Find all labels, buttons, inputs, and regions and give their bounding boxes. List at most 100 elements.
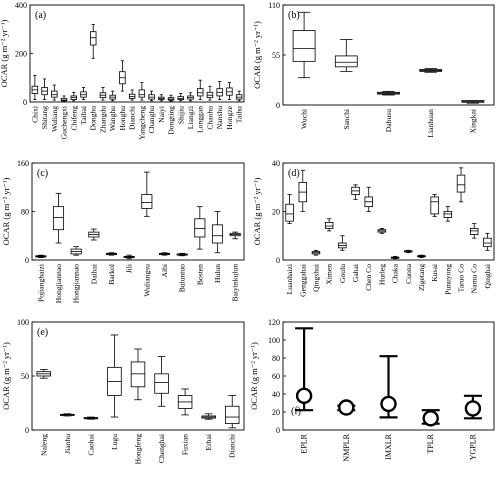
box-14	[469, 223, 479, 239]
box-body	[456, 174, 466, 193]
box-5	[154, 356, 169, 407]
box-6	[364, 186, 373, 212]
category-label: Taruo Co	[457, 264, 466, 293]
y-axis-label: OCAR (g m⁻² yr⁻¹)	[1, 178, 11, 246]
y-axis-label: OCAR (g m⁻² yr⁻¹)	[1, 342, 11, 410]
category-label: Caohai	[86, 434, 95, 456]
box-1	[60, 413, 75, 417]
box-8	[390, 255, 400, 260]
y-tick-label: 55	[272, 51, 280, 60]
category-label: Qingshui	[311, 264, 320, 292]
box-3	[107, 334, 122, 418]
box-body	[90, 31, 97, 46]
category-label: Dianchi	[128, 106, 137, 130]
category-label: Yangcheng	[137, 106, 146, 140]
panel-label: (c)	[37, 168, 48, 179]
category-label: Taibai	[79, 106, 88, 125]
y-tick-label: 100	[17, 318, 29, 327]
category-label: Fuxian	[181, 434, 190, 455]
category-label: EPLR	[300, 433, 309, 453]
panel-d: (d) 0 20 40 OCAR (g m⁻² yr⁻¹) Luanhaizi Gengga…	[252, 159, 495, 297]
panel-f: (f) 0 20 40 60 80 100 120 OCAR (g m⁻² yr⁻¹) EPLR N…	[249, 318, 495, 462]
category-label: Namu Co	[470, 264, 479, 294]
box-2	[83, 416, 99, 420]
category-label: Honghu	[118, 106, 127, 131]
category-label: Lugu	[110, 434, 119, 450]
box-7	[99, 87, 107, 101]
box-body	[443, 211, 453, 218]
box-1	[52, 192, 65, 244]
y-tick-label: 40	[272, 159, 280, 168]
category-label: Chaka	[391, 263, 400, 283]
category-label: Wanghu	[108, 106, 117, 131]
category-label: Longgan	[196, 106, 205, 133]
box-11	[430, 194, 439, 217]
box-body	[324, 222, 334, 229]
box-3	[419, 68, 443, 73]
box-1	[41, 78, 48, 100]
category-label: Bosten	[195, 264, 204, 285]
box-body	[430, 196, 439, 215]
box-16	[187, 92, 194, 102]
box-7	[158, 252, 171, 256]
box-body	[285, 203, 294, 222]
y-tick-label: 200	[15, 50, 27, 59]
box-body	[60, 97, 68, 102]
category-label: Jili	[125, 264, 134, 273]
y-tick-label: 50	[21, 372, 29, 381]
mean-marker	[295, 387, 313, 404]
y-tick-label: 110	[268, 1, 280, 10]
category-label: Shitang	[40, 106, 49, 129]
box-9	[119, 60, 126, 92]
y-tick-label: 160	[17, 159, 29, 168]
y-tick-label: 80	[272, 354, 280, 363]
category-label: Liangzi	[186, 106, 195, 129]
box-4	[338, 235, 347, 251]
box-4	[70, 91, 77, 102]
category-label: IMXLR	[384, 433, 393, 459]
box-0	[292, 11, 316, 79]
box-17	[197, 79, 204, 100]
category-label: Dianchi	[228, 434, 237, 458]
category-label: Erhai	[204, 434, 213, 450]
box-9	[404, 249, 413, 254]
y-tick-label: 0	[276, 101, 280, 110]
category-label: Donghu	[89, 106, 98, 131]
y-tick-label: 40	[272, 390, 280, 399]
panel-label: (a)	[35, 10, 46, 21]
box-0	[285, 194, 294, 225]
y-tick-label: 120	[268, 318, 280, 327]
box-0	[36, 369, 52, 379]
box-7	[201, 413, 216, 420]
category-label: Dabusu	[384, 109, 393, 132]
box-2	[377, 90, 400, 96]
category-label: Dongting	[167, 106, 176, 135]
category-label: Pojianghaizi	[36, 264, 45, 302]
box-4	[130, 348, 146, 401]
errorbar-0	[295, 327, 314, 412]
category-label: Hongjiannao	[54, 264, 63, 303]
category-label: Aibi	[160, 264, 169, 278]
box-11	[229, 231, 241, 240]
category-label: Naleng	[39, 434, 48, 456]
category-label: Cuona	[404, 263, 413, 283]
y-tick-label: 0	[276, 426, 280, 435]
category-label: Changhu	[147, 106, 156, 134]
box-body	[224, 405, 240, 424]
y-tick-label: 60	[272, 372, 280, 381]
box-5	[351, 184, 360, 200]
category-label: Kusai	[430, 264, 439, 282]
box-13	[158, 94, 165, 102]
category-label: Taihu	[235, 106, 244, 123]
box-0	[35, 254, 47, 258]
category-label: Hongfeng	[134, 434, 143, 465]
y-tick-label: 0	[25, 426, 29, 435]
panel-e: (e) 0 50 100 OCAR (g m⁻² yr⁻¹) Naleng Jianhu Ca…	[1, 318, 245, 465]
box-15	[177, 93, 184, 102]
y-tick-label: 100	[268, 336, 280, 345]
mean-marker	[464, 400, 482, 417]
y-tick-label: 0	[23, 98, 27, 107]
errorbar-2	[379, 355, 398, 419]
plot-frame	[29, 4, 245, 103]
box-9	[194, 206, 206, 250]
